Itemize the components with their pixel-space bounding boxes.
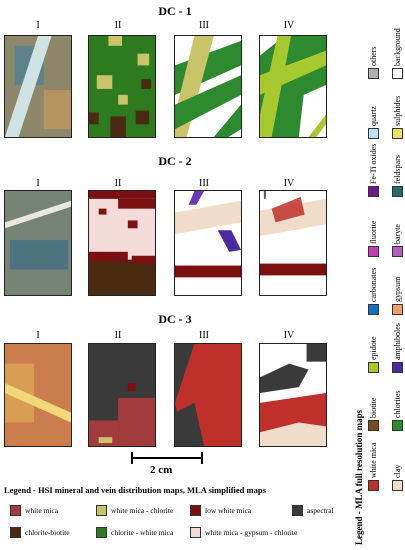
legend-label: chlorite - white mica xyxy=(111,528,174,537)
dc3-mla-full xyxy=(259,343,327,447)
side-legend-swatch xyxy=(392,246,403,257)
dc3-hsi-image xyxy=(4,343,72,447)
side-legend-label: Fe-Ti oxides xyxy=(369,143,378,184)
side-legend-title: Legend - MLA full resolution maps xyxy=(354,409,364,545)
legend-swatch xyxy=(190,527,201,538)
side-legend-swatch xyxy=(392,420,403,431)
side-legend-swatch xyxy=(368,186,379,197)
side-legend-label: gypsum xyxy=(393,276,402,302)
side-legend-label: clay xyxy=(393,464,402,478)
side-legend-label: quartz xyxy=(369,106,378,126)
side-legend-label: biotite xyxy=(369,397,378,418)
side-legend-swatch xyxy=(368,362,379,373)
side-legend-label: baryte xyxy=(393,224,402,244)
legend-label: white mica xyxy=(25,506,59,515)
side-legend-label: others xyxy=(369,46,378,66)
legend-swatch xyxy=(10,505,21,516)
dc1-hsi-map xyxy=(88,35,156,138)
legend-label: white mica - gypsum - chlorite xyxy=(205,528,298,537)
side-legend-label: epidote xyxy=(369,336,378,360)
legend-swatch xyxy=(190,505,201,516)
side-legend-label: feldspars xyxy=(393,155,402,184)
col-label: IV xyxy=(283,178,295,189)
side-legend-swatch xyxy=(392,480,403,491)
side-legend-swatch xyxy=(368,304,379,315)
col-label: II xyxy=(114,178,122,189)
dc2-mla-full xyxy=(259,190,327,296)
side-legend-swatch xyxy=(392,68,403,79)
side-legend-label: background xyxy=(393,28,402,66)
scale-bar xyxy=(131,452,203,464)
dc1-mla-simplified xyxy=(174,35,242,138)
side-legend-label: chlorites xyxy=(393,390,402,418)
side-legend-label: sulphides xyxy=(393,95,402,126)
legend-swatch xyxy=(292,505,303,516)
col-label: III xyxy=(199,20,209,31)
dc2-hsi-image xyxy=(4,190,72,296)
scale-bar-label: 2 cm xyxy=(150,464,173,476)
side-legend-swatch xyxy=(392,186,403,197)
col-label: III xyxy=(199,330,209,341)
side-legend-swatch xyxy=(392,128,403,139)
legend-label: aspectral xyxy=(307,506,334,515)
col-label: I xyxy=(36,178,40,189)
side-legend-label: fluorite xyxy=(369,220,378,244)
row-title-dc1: DC - 1 xyxy=(158,4,192,18)
row-title-dc3: DC - 3 xyxy=(158,312,192,326)
side-legend-swatch xyxy=(368,68,379,79)
dc3-mla-simplified xyxy=(174,343,242,447)
legend-label: white mica - chlorite xyxy=(111,506,174,515)
row-title-dc2: DC - 2 xyxy=(158,154,192,168)
side-legend-swatch xyxy=(368,246,379,257)
col-label: I xyxy=(36,330,40,341)
side-legend-swatch xyxy=(392,304,403,315)
col-label: IV xyxy=(283,20,295,31)
dc3-hsi-map xyxy=(88,343,156,447)
legend-swatch xyxy=(96,527,107,538)
dc2-hsi-map xyxy=(88,190,156,296)
col-label: II xyxy=(114,330,122,341)
col-label: I xyxy=(36,20,40,31)
col-label: III xyxy=(199,178,209,189)
legend-swatch xyxy=(96,505,107,516)
col-label: II xyxy=(114,20,122,31)
dc1-hsi-image xyxy=(4,35,72,138)
side-legend-swatch xyxy=(368,480,379,491)
col-label: IV xyxy=(283,330,295,341)
dc2-mla-simplified xyxy=(174,190,242,296)
legend-label: chlorite-biotite xyxy=(25,528,70,537)
legend-swatch xyxy=(10,527,21,538)
side-legend-label: amphiboles xyxy=(393,323,402,360)
dc1-mla-full xyxy=(259,35,327,138)
side-legend-label: carbonates xyxy=(369,267,378,302)
side-legend-label: white mica xyxy=(369,442,378,478)
side-legend-swatch xyxy=(392,362,403,373)
legend-label: low white mica xyxy=(205,506,252,515)
side-legend-swatch xyxy=(368,128,379,139)
side-legend-swatch xyxy=(368,420,379,431)
bottom-legend-title: Legend - HSI mineral and vein distributi… xyxy=(4,485,266,495)
